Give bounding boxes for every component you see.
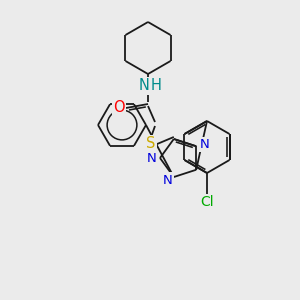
Text: N: N: [199, 138, 209, 151]
Text: O: O: [113, 100, 125, 115]
Text: N: N: [139, 79, 149, 94]
Text: N: N: [147, 152, 157, 164]
Text: H: H: [151, 77, 161, 92]
Text: S: S: [146, 136, 156, 152]
Text: Cl: Cl: [200, 195, 214, 209]
Text: N: N: [163, 173, 173, 187]
